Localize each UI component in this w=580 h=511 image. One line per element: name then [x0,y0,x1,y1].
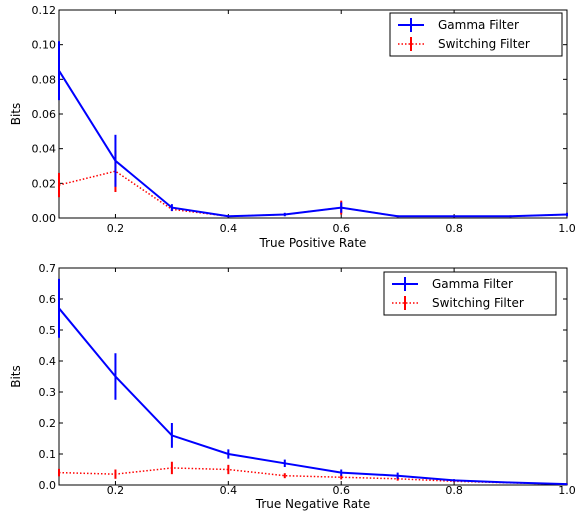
y-tick-label: 0.1 [39,448,57,461]
y-tick-label: 0.12 [32,4,57,17]
x-tick-label: 0.6 [332,222,350,235]
legend-label: Gamma Filter [432,277,513,291]
y-tick-label: 0.0 [39,479,57,492]
x-tick-label: 0.4 [220,484,238,497]
series-gamma-filter [58,41,568,218]
x-axis-label: True Negative Rate [255,497,371,511]
y-tick-label: 0.2 [39,417,57,430]
y-axis-label: Bits [9,103,23,126]
y-tick-label: 0.08 [32,73,57,86]
y-tick-label: 0.6 [39,293,57,306]
y-tick-label: 0.4 [39,355,57,368]
legend-box [383,271,557,316]
series-line [58,70,568,218]
x-tick-label: 0.4 [220,222,238,235]
chart-1: 0.2 0.4 0.6 0.8 1.0 0.00 0.02 0.04 0.06 0.08 0.10 0… [9,4,576,250]
y-tick-label: 0.04 [32,143,57,156]
chart-2: 0.2 0.4 0.6 0.8 1.0 0.0 0.1 0.2 0.3 0.4 0.5 0.6 0.7 T… [9,262,576,511]
x-tick-label: 1.0 [558,222,576,235]
legend: Gamma Filter Switching Filter [383,271,557,316]
legend-box [389,12,563,57]
series-gamma-filter [58,278,568,486]
y-tick-label: 0.02 [32,177,57,190]
legend-label: Switching Filter [432,296,524,310]
y-tick-label: 0.7 [39,262,57,275]
y-axis-label: Bits [9,365,23,388]
x-tick-label: 0.8 [445,222,463,235]
x-tick-label: 0.2 [107,484,125,497]
x-tick-label: 0.8 [445,484,463,497]
y-tick-label: 0.06 [32,108,57,121]
legend-label: Gamma Filter [438,18,519,32]
series-switching-filter [58,150,568,218]
x-axis-label: True Positive Rate [259,236,367,250]
y-tick-label: 0.10 [32,39,57,52]
y-tick-label: 0.00 [32,212,57,225]
y-tick-label: 0.3 [39,386,57,399]
legend: Gamma Filter Switching Filter [389,12,563,57]
legend-label: Switching Filter [438,37,530,51]
x-tick-label: 0.2 [107,222,125,235]
y-tick-label: 0.5 [39,324,57,337]
x-tick-label: 0.6 [332,484,350,497]
x-tick-label: 1.0 [558,484,576,497]
plot-frame [58,267,568,486]
series-line [58,307,568,486]
